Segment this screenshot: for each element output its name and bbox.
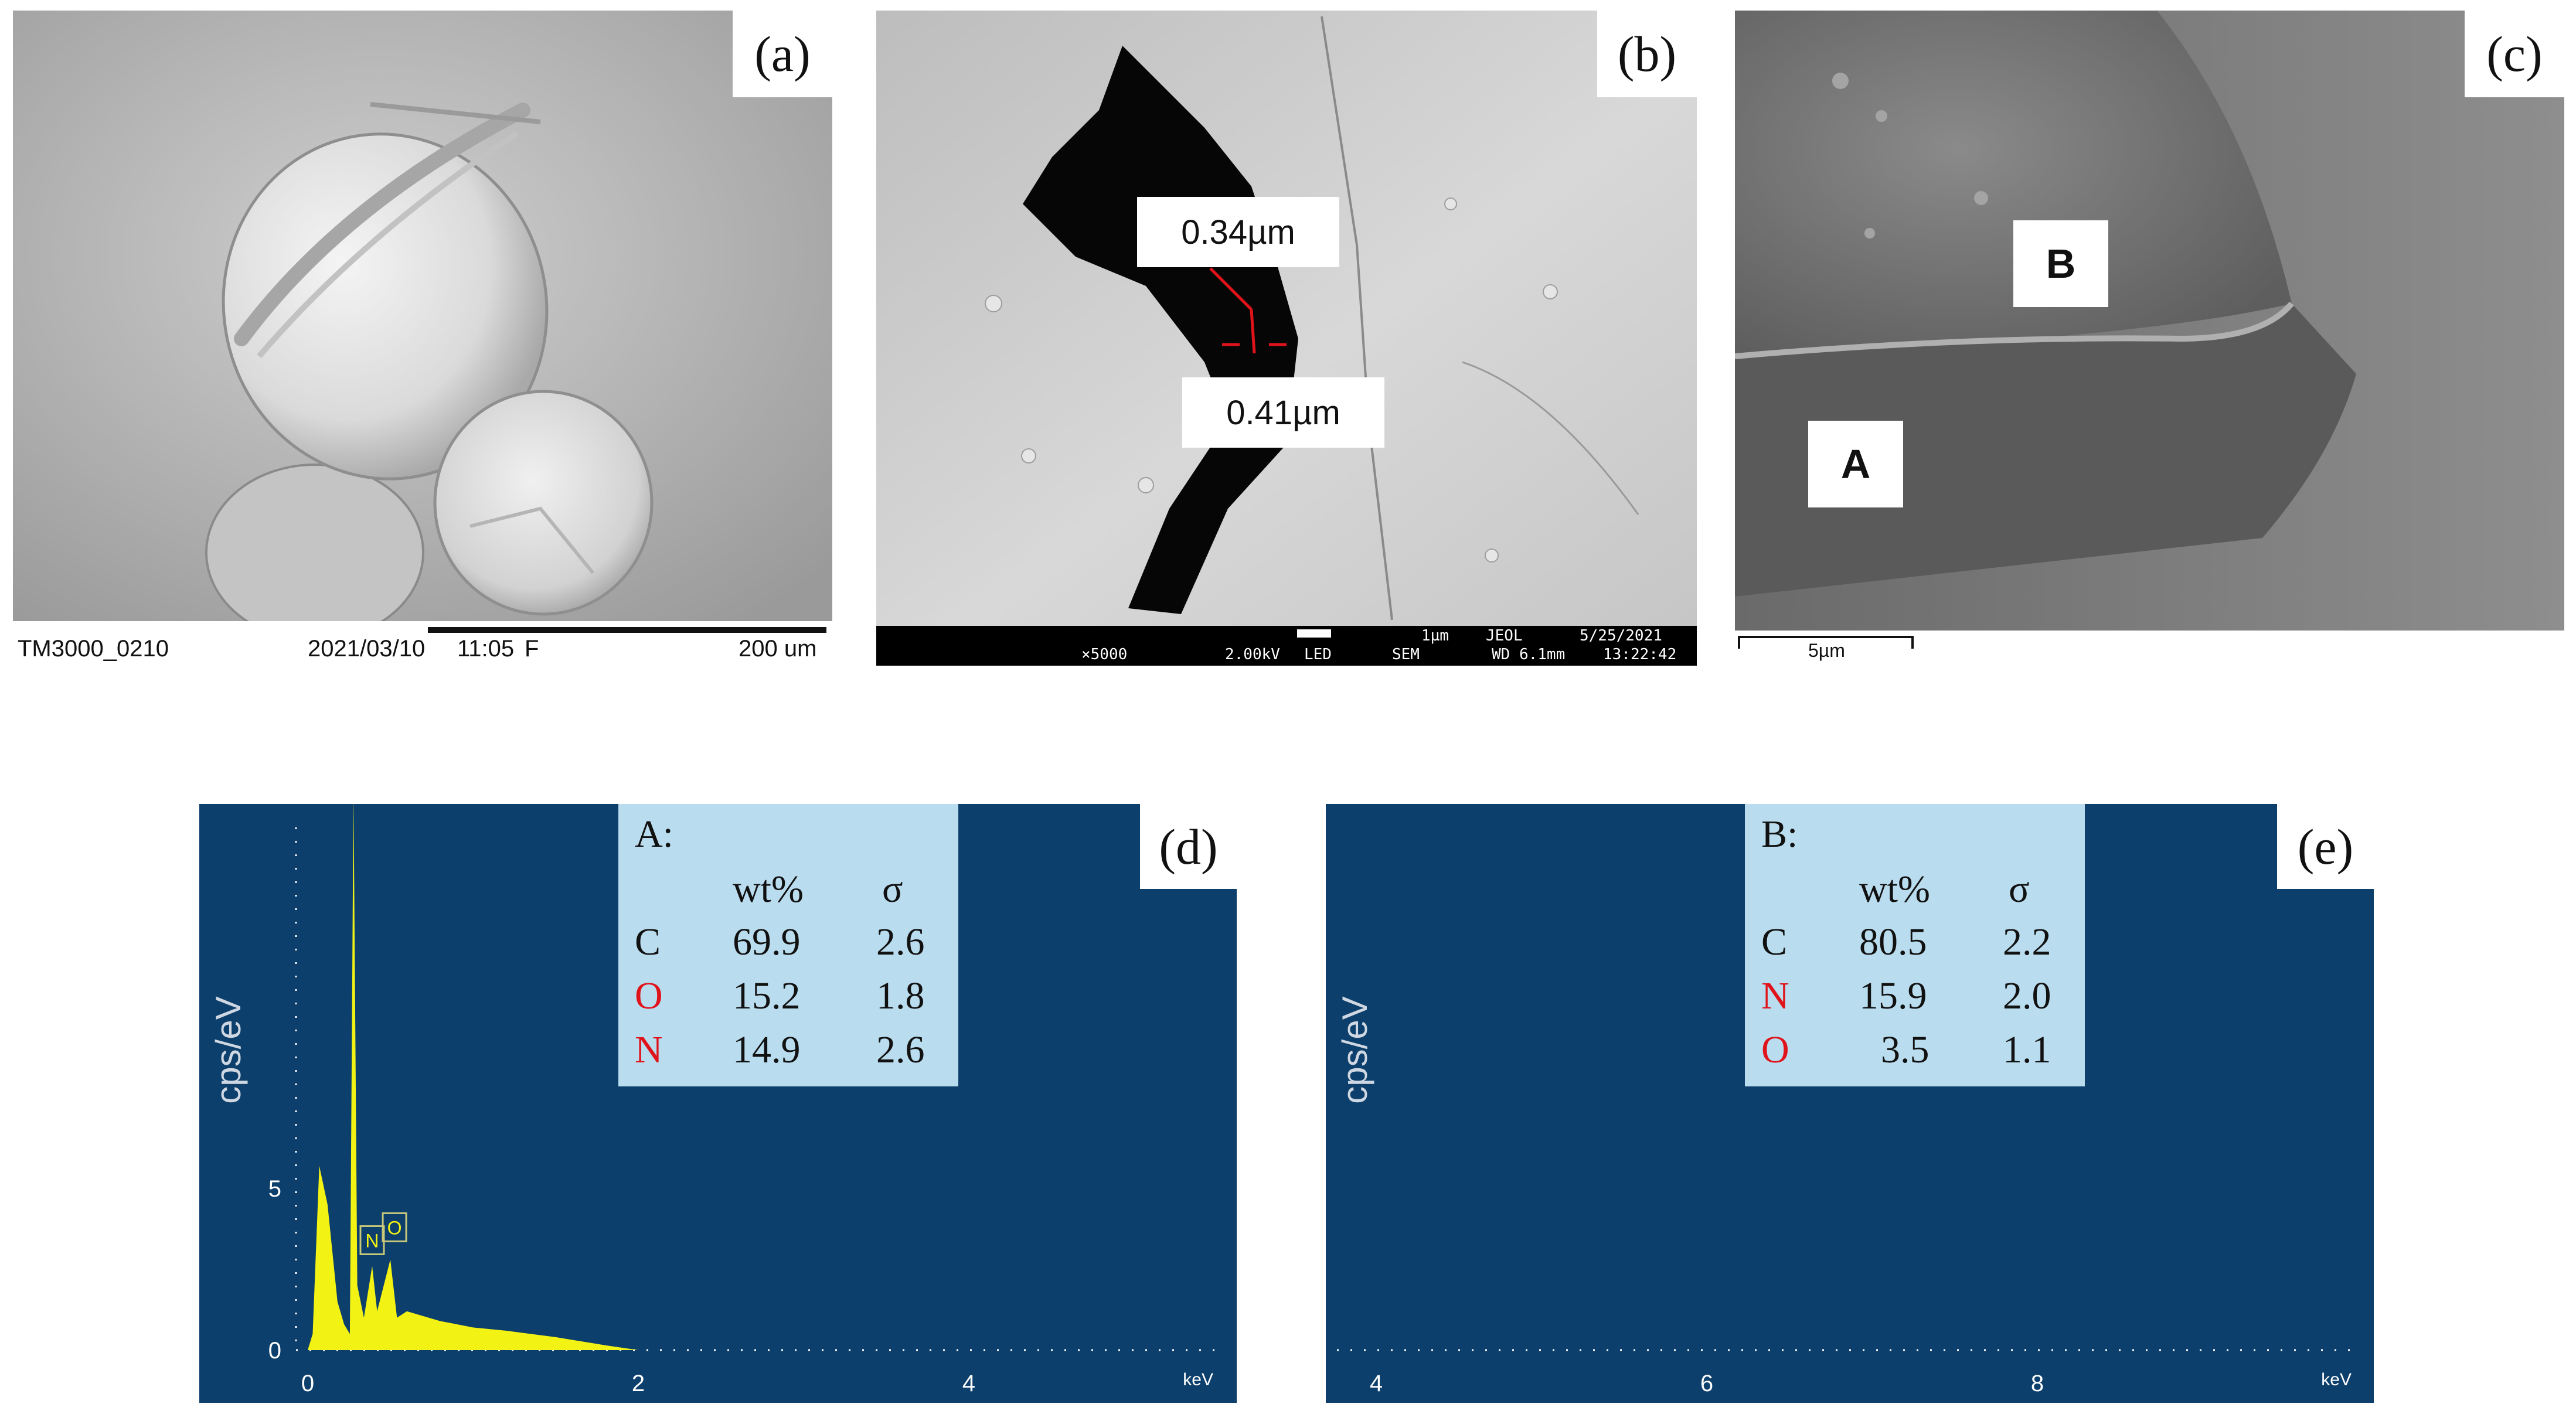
- header-wt: wt%: [733, 868, 804, 911]
- y-tick-label: 5: [268, 1176, 281, 1202]
- panel-d-spectrum: cps/eV02468keV05CON (d) A: wt% σ C 69.9 …: [199, 804, 1237, 1403]
- x-tick-label: 4: [962, 1371, 975, 1396]
- info-detector: LED: [1304, 646, 1332, 663]
- measure-label-2: 0.41µm: [1182, 377, 1384, 448]
- row-element: O: [1761, 1028, 1789, 1071]
- x-tick-label: 6: [1700, 1371, 1713, 1396]
- measure-label-1: 0.34µm: [1137, 197, 1339, 267]
- row-element: C: [1761, 921, 1788, 963]
- peak-marker-label: O: [387, 1217, 402, 1238]
- scale-bar: [428, 627, 826, 633]
- info-scale: 1µm: [1421, 627, 1449, 645]
- info-date: 5/25/2021: [1580, 627, 1662, 645]
- panel-a-micrograph: (a): [13, 11, 832, 621]
- info-magnification: ×5000: [1081, 646, 1128, 663]
- y-axis-label: cps/eV: [209, 996, 248, 1103]
- row-wt: 3.5: [1881, 1028, 1930, 1071]
- row-sigma: 1.8: [876, 974, 925, 1017]
- info-time: 13:22:42: [1603, 646, 1677, 663]
- panel-b-label: (b): [1597, 11, 1697, 97]
- panel-e-spectrum: cps/eV02468keV051015CNO (e) B: wt% σ C 8…: [1326, 804, 2374, 1403]
- capture-time: 11:05: [457, 636, 515, 662]
- y-tick-label: 0: [268, 1338, 281, 1364]
- row-wt: 80.5: [1859, 921, 1927, 963]
- row-wt: 15.2: [733, 974, 801, 1017]
- microsphere-image: [13, 11, 832, 621]
- x-tick-label: 4: [1370, 1371, 1383, 1396]
- peak-marker-box: [359, 1225, 385, 1255]
- panel-b-micrograph: (b) 0.34µm 0.41µm 1µm JEOL 5/25/2021 ×50…: [876, 11, 1697, 666]
- x-tick-label: 8: [2031, 1371, 2044, 1396]
- composition-table-a: A: wt% σ C 69.9 2.6 O 15.2 1.8 N 14.9 2.…: [618, 804, 958, 1086]
- row-element: O: [635, 974, 663, 1017]
- info-wd: WD 6.1mm: [1492, 646, 1566, 663]
- header-sigma: σ: [2009, 868, 2030, 911]
- row-wt: 69.9: [733, 921, 801, 963]
- sem-info-bar: 1µm JEOL 5/25/2021 ×5000 2.00kV LED SEM …: [876, 626, 1697, 666]
- panel-c-label: (c): [2465, 11, 2564, 97]
- instrument-model: TM3000_0210: [18, 636, 169, 662]
- header-wt: wt%: [1859, 868, 1930, 911]
- peak-marker-label: N: [365, 1230, 379, 1251]
- info-scale-bar: [1297, 629, 1331, 638]
- row-wt: 14.9: [733, 1028, 801, 1071]
- row-element: N: [635, 1028, 663, 1071]
- region-b-label: B: [2013, 220, 2108, 307]
- row-sigma: 2.2: [2003, 921, 2051, 963]
- x-unit-label: keV: [2321, 1370, 2352, 1389]
- scale-bar: [1738, 636, 1914, 649]
- x-tick-label: 0: [301, 1371, 314, 1396]
- row-sigma: 2.0: [2003, 974, 2051, 1017]
- x-unit-label: keV: [1183, 1370, 1213, 1389]
- scale-label: 200 um: [739, 636, 817, 662]
- scale-label: 5µm: [1808, 640, 1845, 661]
- header-sigma: σ: [882, 868, 903, 911]
- row-element: C: [635, 921, 661, 963]
- capture-date: 2021/03/10: [308, 636, 426, 662]
- panel-d-label: (d): [1140, 804, 1237, 889]
- table-title: B:: [1761, 813, 1798, 856]
- row-element: N: [1761, 974, 1789, 1017]
- y-axis-label: cps/eV: [1335, 996, 1374, 1103]
- info-voltage: 2.00kV: [1225, 646, 1280, 663]
- regions-image: [1735, 11, 2564, 631]
- table-title: A:: [635, 813, 673, 856]
- crack-image: [876, 11, 1697, 626]
- row-sigma: 2.6: [876, 1028, 925, 1071]
- row-sigma: 1.1: [2003, 1028, 2051, 1071]
- row-wt: 15.9: [1859, 974, 1927, 1017]
- info-brand: JEOL: [1486, 627, 1523, 645]
- info-mode: SEM: [1392, 646, 1420, 663]
- composition-table-b: B: wt% σ C 80.5 2.2 N 15.9 2.0 O 3.5 1.1: [1745, 804, 2085, 1086]
- panel-c-micrograph: (c) B A: [1735, 11, 2564, 631]
- x-tick-label: 2: [632, 1371, 645, 1396]
- panel-a-label: (a): [733, 11, 832, 97]
- row-sigma: 2.6: [876, 921, 925, 963]
- panel-e-label: (e): [2277, 804, 2374, 889]
- capture-mode: F: [525, 636, 539, 662]
- peak-marker-box: [382, 1212, 407, 1242]
- region-a-label: A: [1808, 421, 1903, 507]
